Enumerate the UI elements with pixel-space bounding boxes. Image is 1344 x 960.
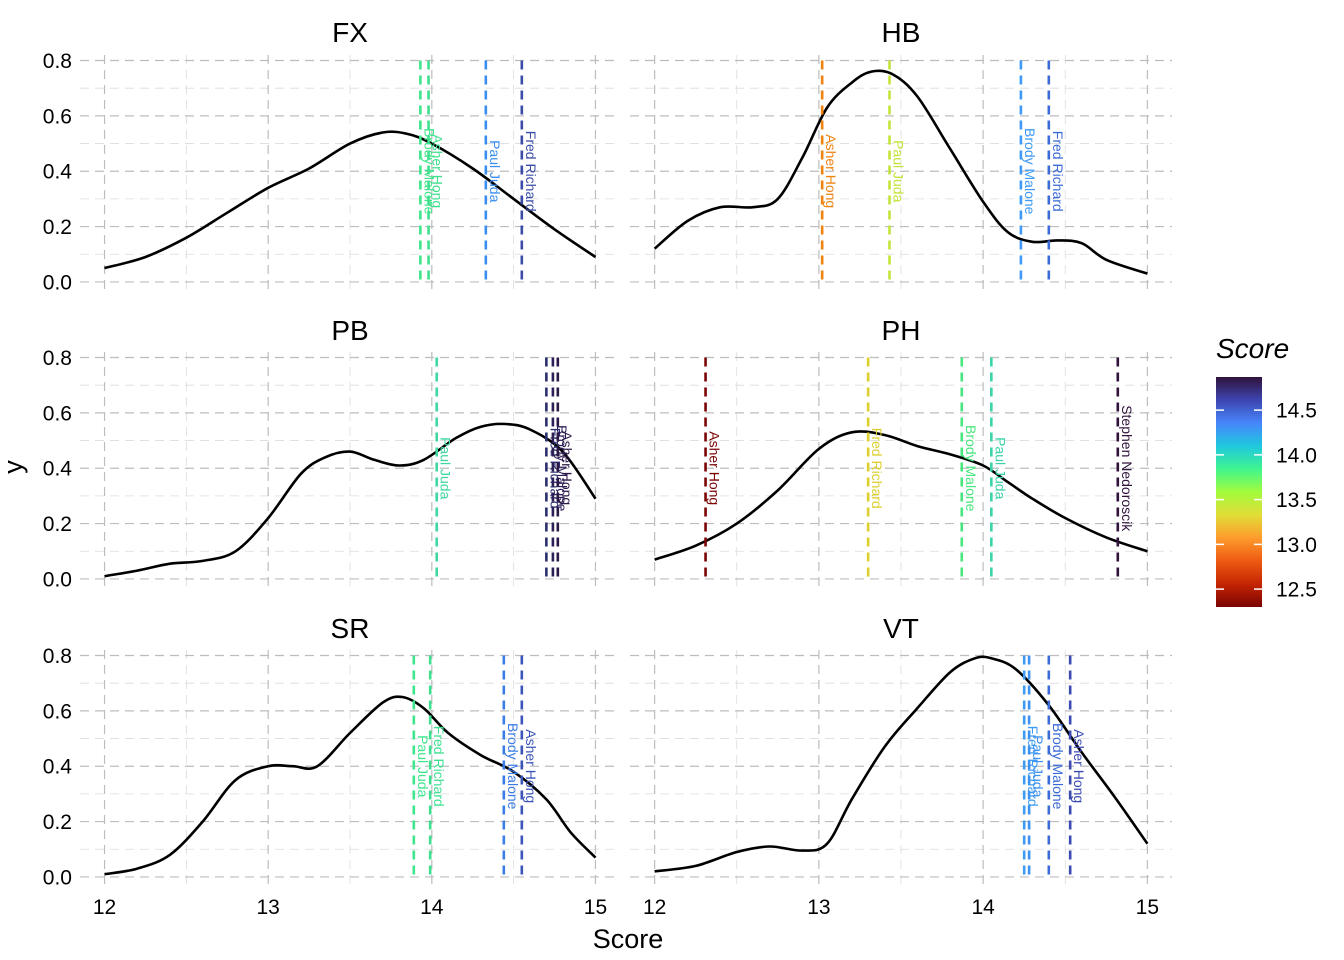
y-tick-label: 0.8 [43, 645, 72, 668]
athlete-label: Paul Juda [487, 140, 503, 202]
athlete-label: Asher Hong [523, 729, 539, 803]
major-grid [630, 650, 1172, 888]
major-grid [630, 55, 1172, 293]
y-tick-label: 0.0 [43, 568, 72, 591]
x-tick-label: 14 [420, 896, 444, 919]
density-curve [104, 130, 597, 270]
minor-grid [80, 352, 620, 590]
y-tick-label: 0.0 [43, 271, 72, 294]
minor-grid [80, 55, 620, 293]
athlete-label: Paul Juda [415, 735, 431, 797]
athlete-label: Asher Hong [1071, 729, 1087, 803]
athlete-label: Paul Juda [1030, 735, 1046, 797]
y-tick-label: 0.4 [43, 161, 73, 184]
y-tick-label: 0.2 [43, 513, 72, 536]
panel-sr: SR 0.0 0.2 0.4 0.6 0.8 12 13 14 15 Paul Juda Fred R… [43, 613, 620, 919]
density-curve [104, 422, 597, 578]
y-axis-title: y [0, 460, 28, 474]
panel-title: VT [883, 613, 919, 644]
colorbar-tick-label: 14.0 [1276, 444, 1317, 467]
athlete-label: Asher Hong [430, 134, 446, 208]
y-tick-label: 0.4 [43, 756, 73, 779]
y-tick-label: 0.6 [43, 105, 72, 128]
y-tick-label: 0.6 [43, 700, 72, 723]
panel-pb: PB 0.0 0.2 0.4 0.6 0.8 Paul Juda Fred RichardBr… [43, 315, 620, 591]
athlete-label: Fred Richard [869, 428, 885, 509]
panel-title: PH [882, 315, 921, 346]
y-tick-label: 0.2 [43, 216, 72, 239]
colorbar [1216, 377, 1262, 607]
x-tick-label: 12 [93, 896, 116, 919]
athlete-label: Asher Hong [823, 134, 839, 208]
x-axis-title: Score [593, 924, 664, 954]
x-tick-label: 13 [257, 896, 280, 919]
athlete-label: Fred Richard [1050, 131, 1066, 212]
athlete-label: Stephen Nedoroscik [1119, 405, 1135, 532]
athlete-label: Fred Richard [523, 131, 539, 212]
panel-title: FX [332, 17, 368, 48]
x-tick-label: 12 [643, 896, 666, 919]
athlete-label: Paul Juda [891, 140, 907, 202]
density-curve [104, 695, 597, 876]
minor-grid [630, 55, 1172, 293]
colorbar-tick-label: 13.5 [1276, 489, 1317, 512]
density-curve [653, 69, 1148, 275]
y-tick-label: 0.8 [43, 347, 72, 370]
athlete-label: Paul Juda [438, 437, 454, 499]
colorbar-tick-label: 14.5 [1276, 400, 1317, 423]
major-grid [80, 650, 620, 888]
panel-title: PB [331, 315, 368, 346]
minor-grid [80, 650, 620, 888]
athlete-label: Brody Malone [963, 425, 979, 512]
y-tick-label: 0.8 [43, 50, 72, 73]
x-tick-label: 13 [807, 896, 830, 919]
athlete-label: Asher Hong [559, 431, 575, 505]
y-tick-label: 0.0 [43, 866, 72, 889]
athlete-label: Brody Malone [1022, 128, 1038, 215]
panel-title: SR [331, 613, 370, 644]
athlete-label: Fred Richard [431, 726, 447, 807]
athlete-label: Fred Richard [547, 428, 563, 509]
legend-title: Score [1216, 333, 1289, 364]
major-grid [80, 55, 620, 293]
density-curve [654, 655, 1149, 873]
x-tick-label: 15 [584, 896, 607, 919]
athlete-label: Brody Malone [1050, 723, 1066, 810]
colorbar-ticks: 12.5 13.0 13.5 14.0 14.5 [1216, 400, 1317, 602]
athlete-label: Paul Juda [992, 437, 1008, 499]
density-curve [654, 430, 1148, 561]
y-tick-label: 0.2 [43, 811, 72, 834]
panel-hb: HB Asher Hong Paul Juda Brody Malone Fred Ri… [630, 17, 1172, 293]
colorbar-tick-label: 13.0 [1276, 534, 1317, 557]
athlete-label: Brody Malone [505, 723, 521, 810]
athlete-label: Brody Malone [554, 425, 570, 512]
x-tick-label: 14 [971, 896, 995, 919]
athlete-label: Asher Hong [707, 431, 723, 505]
major-grid [80, 352, 620, 590]
colorbar-tick-label: 12.5 [1276, 579, 1317, 602]
colorbar-legend: Score 12.5 13.0 13.5 14.0 14.5 [1216, 333, 1317, 607]
panel-ph: PH Asher Hong Fred Richard Brody Malone Paul… [630, 315, 1172, 590]
panel-title: HB [882, 17, 921, 48]
minor-grid [630, 650, 1172, 888]
x-tick-label: 15 [1136, 896, 1159, 919]
y-tick-label: 0.4 [43, 458, 73, 481]
y-tick-label: 0.6 [43, 402, 72, 425]
